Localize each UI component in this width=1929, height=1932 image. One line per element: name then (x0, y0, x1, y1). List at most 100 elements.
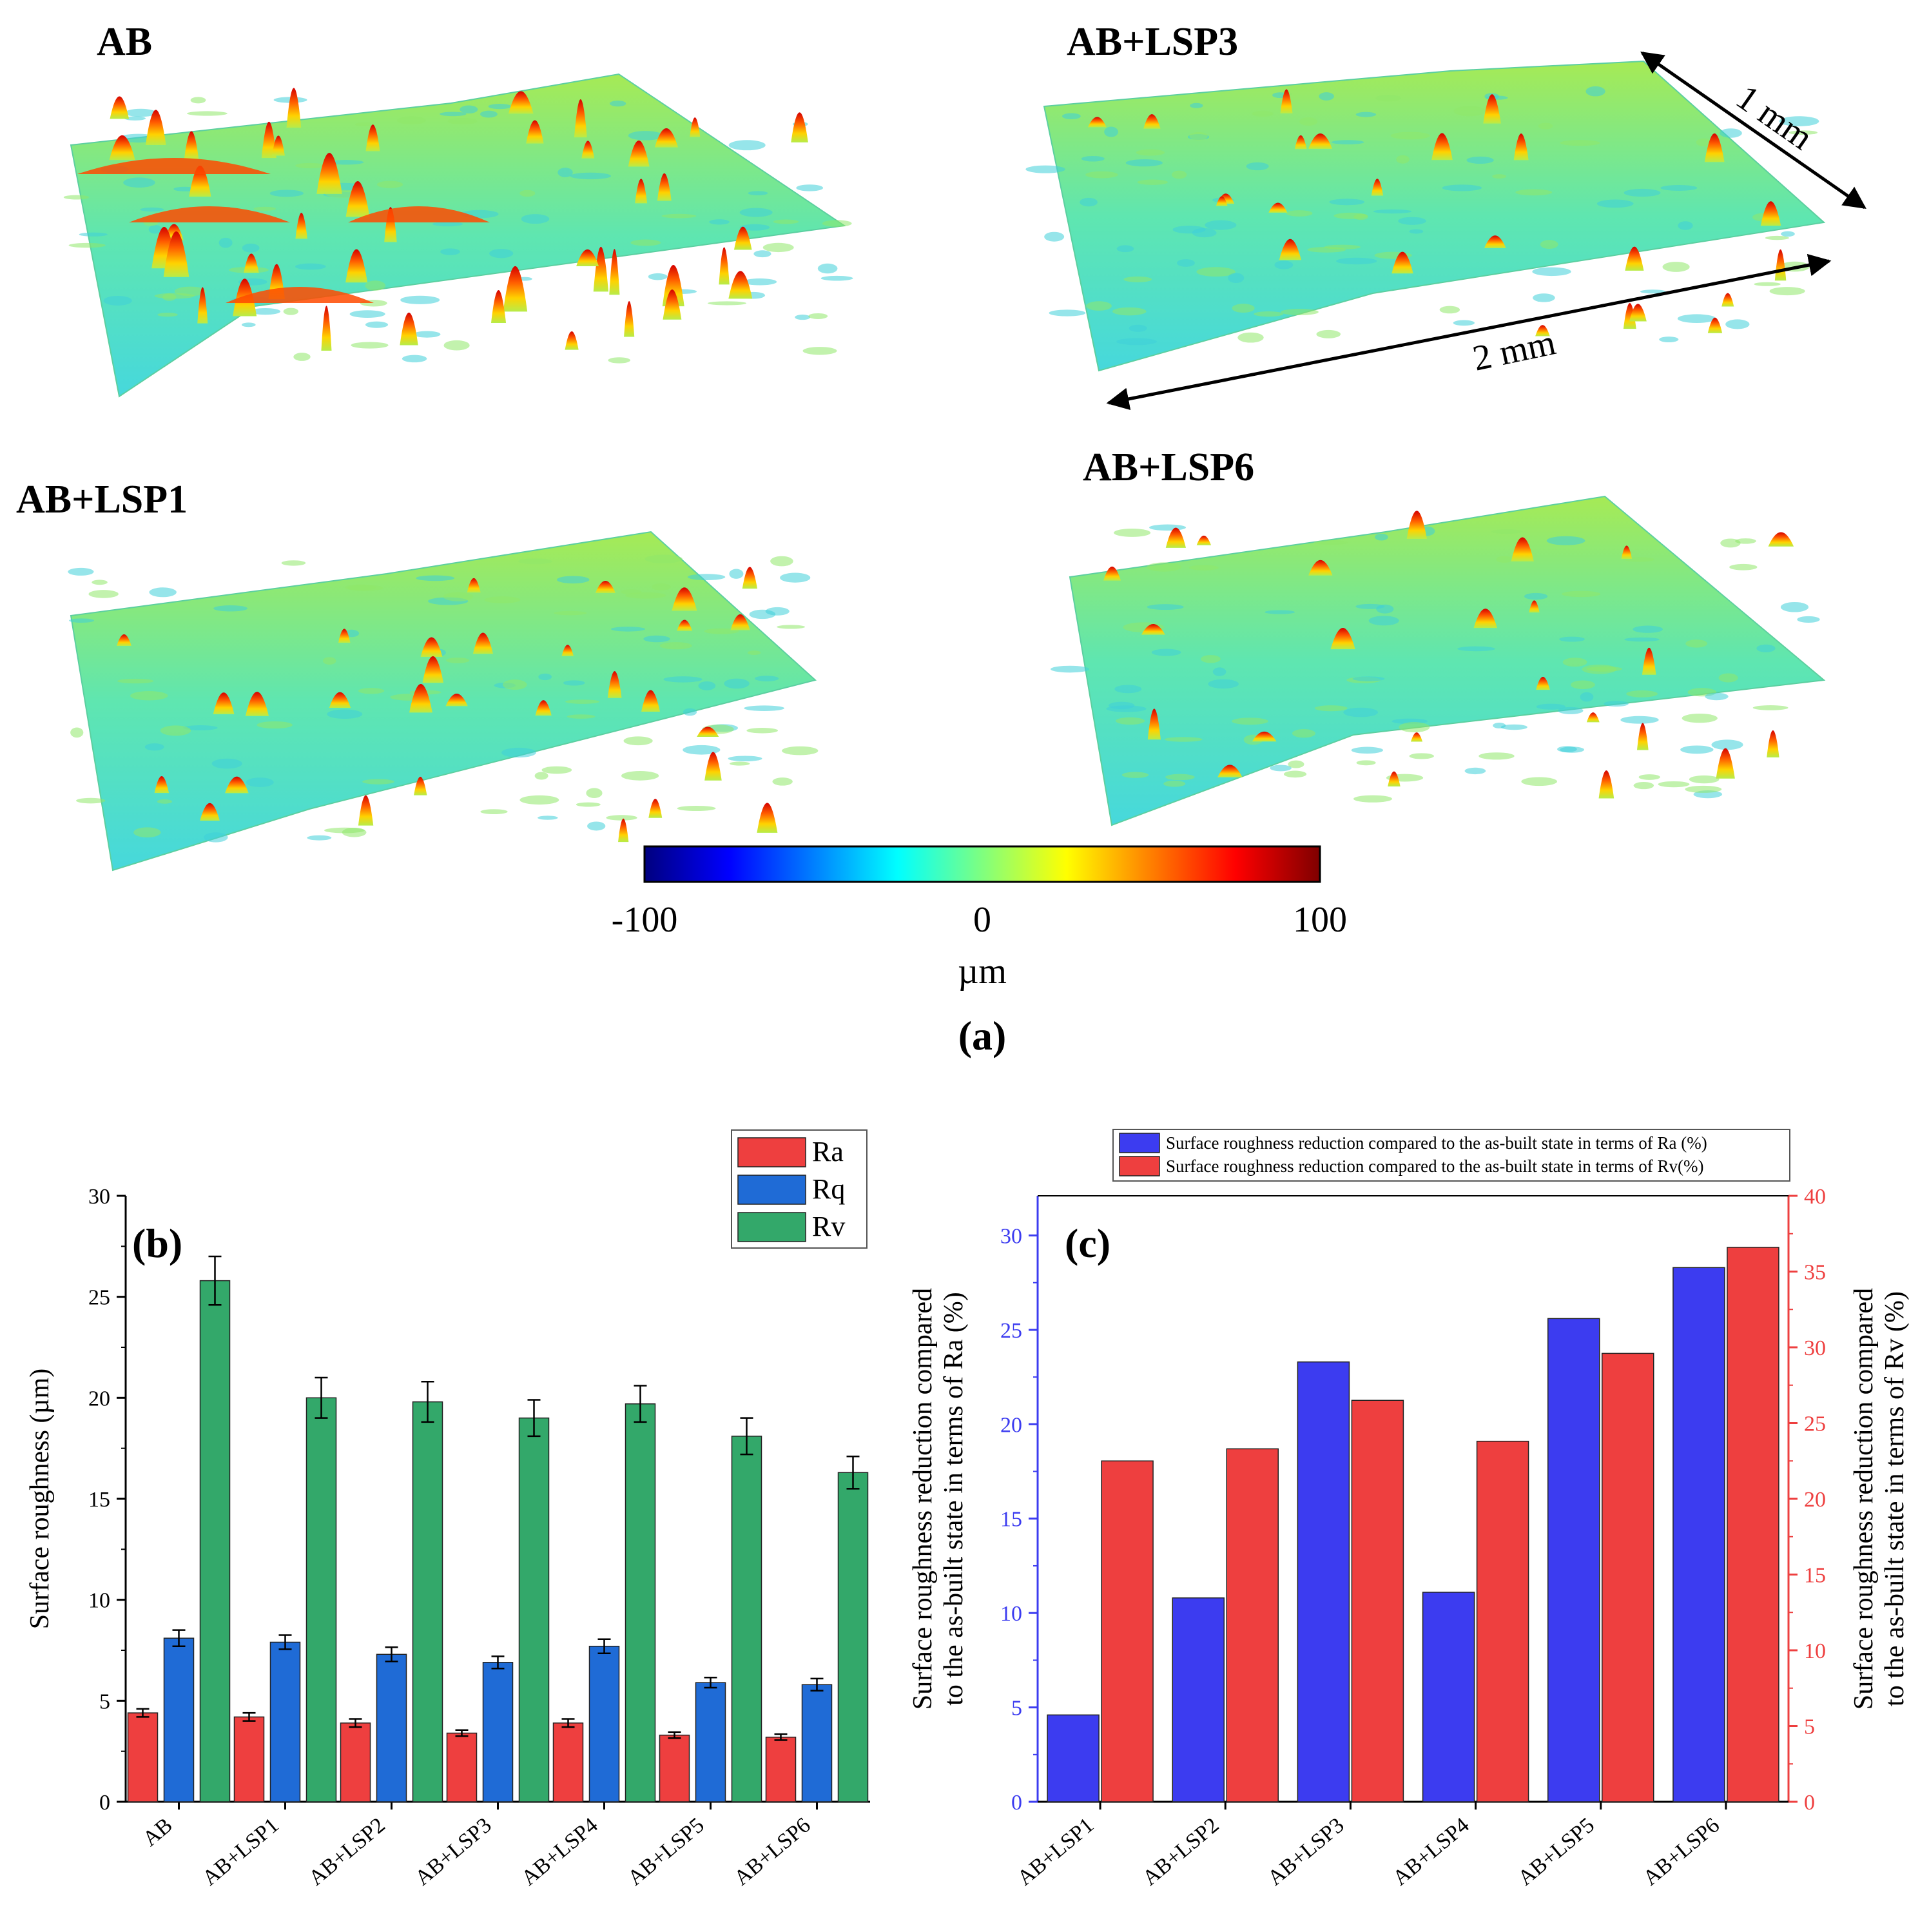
surface-texture (1274, 260, 1294, 269)
surface-peak (197, 287, 208, 324)
surface-texture (1532, 267, 1571, 277)
surface-texture (1756, 644, 1776, 652)
surface-texture (762, 242, 794, 253)
legend-box (1112, 1129, 1790, 1182)
surface-texture (1780, 601, 1809, 612)
surface-peak (490, 290, 507, 323)
surface-texture (1754, 282, 1781, 286)
surface-texture (541, 766, 572, 774)
surface-peak (225, 776, 249, 794)
surface-texture (432, 222, 463, 227)
surface-texture (1662, 262, 1690, 272)
surface-texture (1061, 113, 1081, 120)
surface-texture (269, 190, 304, 197)
surface-texture (623, 736, 653, 746)
surface-peak (1406, 511, 1427, 539)
left-y-tick-label: 15 (1000, 1508, 1022, 1532)
surface-texture (1121, 772, 1149, 778)
surface-texture (92, 580, 108, 585)
surface-texture (1208, 679, 1239, 689)
surface-texture (1678, 221, 1693, 230)
surface-texture (1025, 165, 1065, 173)
surface-texture (124, 108, 157, 117)
surface-texture (1044, 231, 1065, 242)
surface-texture (728, 140, 766, 151)
surface-texture (1521, 777, 1557, 786)
bar-rv-reduction (1727, 1247, 1779, 1802)
surface-texture (1147, 604, 1184, 610)
surface-texture (1399, 722, 1430, 733)
surface-peak (1473, 609, 1498, 629)
x-tick-label: AB+LSP6 (1638, 1813, 1724, 1891)
surface-texture (729, 761, 750, 766)
surface-peak (663, 289, 682, 320)
surface-peak (1268, 202, 1288, 213)
surface-texture (1252, 110, 1274, 117)
surface-peak (1536, 676, 1550, 690)
bar-rv-reduction (1476, 1440, 1529, 1802)
surface-texture (117, 678, 154, 684)
surface-peak (1410, 732, 1423, 742)
surface-texture (1685, 639, 1708, 648)
surface-texture (724, 678, 750, 689)
surface-texture (144, 743, 164, 751)
surface-texture (283, 307, 299, 315)
bar-rq (695, 1682, 726, 1802)
surface-texture (770, 556, 793, 567)
surface-texture (69, 618, 95, 623)
y-tick-label: 0 (99, 1791, 110, 1815)
panel-a-label: (a) (958, 1013, 1007, 1059)
surface-texture (747, 650, 761, 655)
surface-texture (1453, 106, 1486, 117)
surface-texture (63, 195, 90, 200)
surface-texture (1336, 257, 1377, 265)
surface-texture (1633, 625, 1663, 633)
x-tick-label: AB+LSP2 (304, 1813, 390, 1891)
surface-texture (1729, 563, 1758, 571)
surface-peak (1252, 731, 1277, 742)
surface-texture (648, 273, 668, 280)
surface-texture (1189, 132, 1208, 141)
surface-texture (1116, 245, 1134, 253)
surface-peak (154, 776, 170, 794)
surface-texture (103, 295, 132, 306)
surface-texture (76, 797, 106, 804)
surface-texture (1557, 746, 1577, 752)
bar-rq (376, 1654, 407, 1802)
surface-texture (1104, 126, 1118, 137)
bar-ra (340, 1722, 371, 1802)
right-y-tick-label: 20 (1804, 1488, 1826, 1512)
bar-rv (518, 1417, 550, 1802)
length-dimension-label: 2 mm (1469, 322, 1559, 378)
y-axis-title: Surface roughness (µm) (25, 1369, 55, 1629)
surface-peak (321, 306, 332, 351)
surface-texture (488, 104, 512, 110)
surface-texture (1137, 179, 1168, 185)
surface-texture (796, 184, 824, 191)
surface-texture (242, 243, 260, 253)
surface-texture (1533, 293, 1555, 302)
panel-c-label: (c) (1065, 1220, 1110, 1266)
surface-texture (1496, 556, 1513, 563)
surface-texture (586, 788, 603, 798)
surface-texture (1624, 188, 1661, 197)
surface-peak (1716, 748, 1735, 779)
surface-peak (654, 128, 679, 148)
y-tick-label: 15 (88, 1488, 110, 1512)
surface-texture (241, 322, 256, 327)
surface-texture (1491, 529, 1523, 534)
surface-peak (1721, 293, 1734, 307)
surface-peak (358, 795, 374, 826)
surface-texture (1343, 707, 1378, 717)
surface-texture (820, 275, 853, 281)
right-y-tick-label: 5 (1804, 1715, 1815, 1739)
surface-texture (1546, 536, 1585, 545)
surface-texture (246, 777, 274, 787)
surface-peak (791, 112, 808, 142)
surface-peak (1642, 647, 1656, 675)
surface-texture (753, 250, 771, 258)
surface-peak (1768, 532, 1794, 547)
surface-peak (1586, 712, 1600, 723)
surface-peak (1147, 708, 1161, 740)
surface-texture (739, 208, 773, 217)
